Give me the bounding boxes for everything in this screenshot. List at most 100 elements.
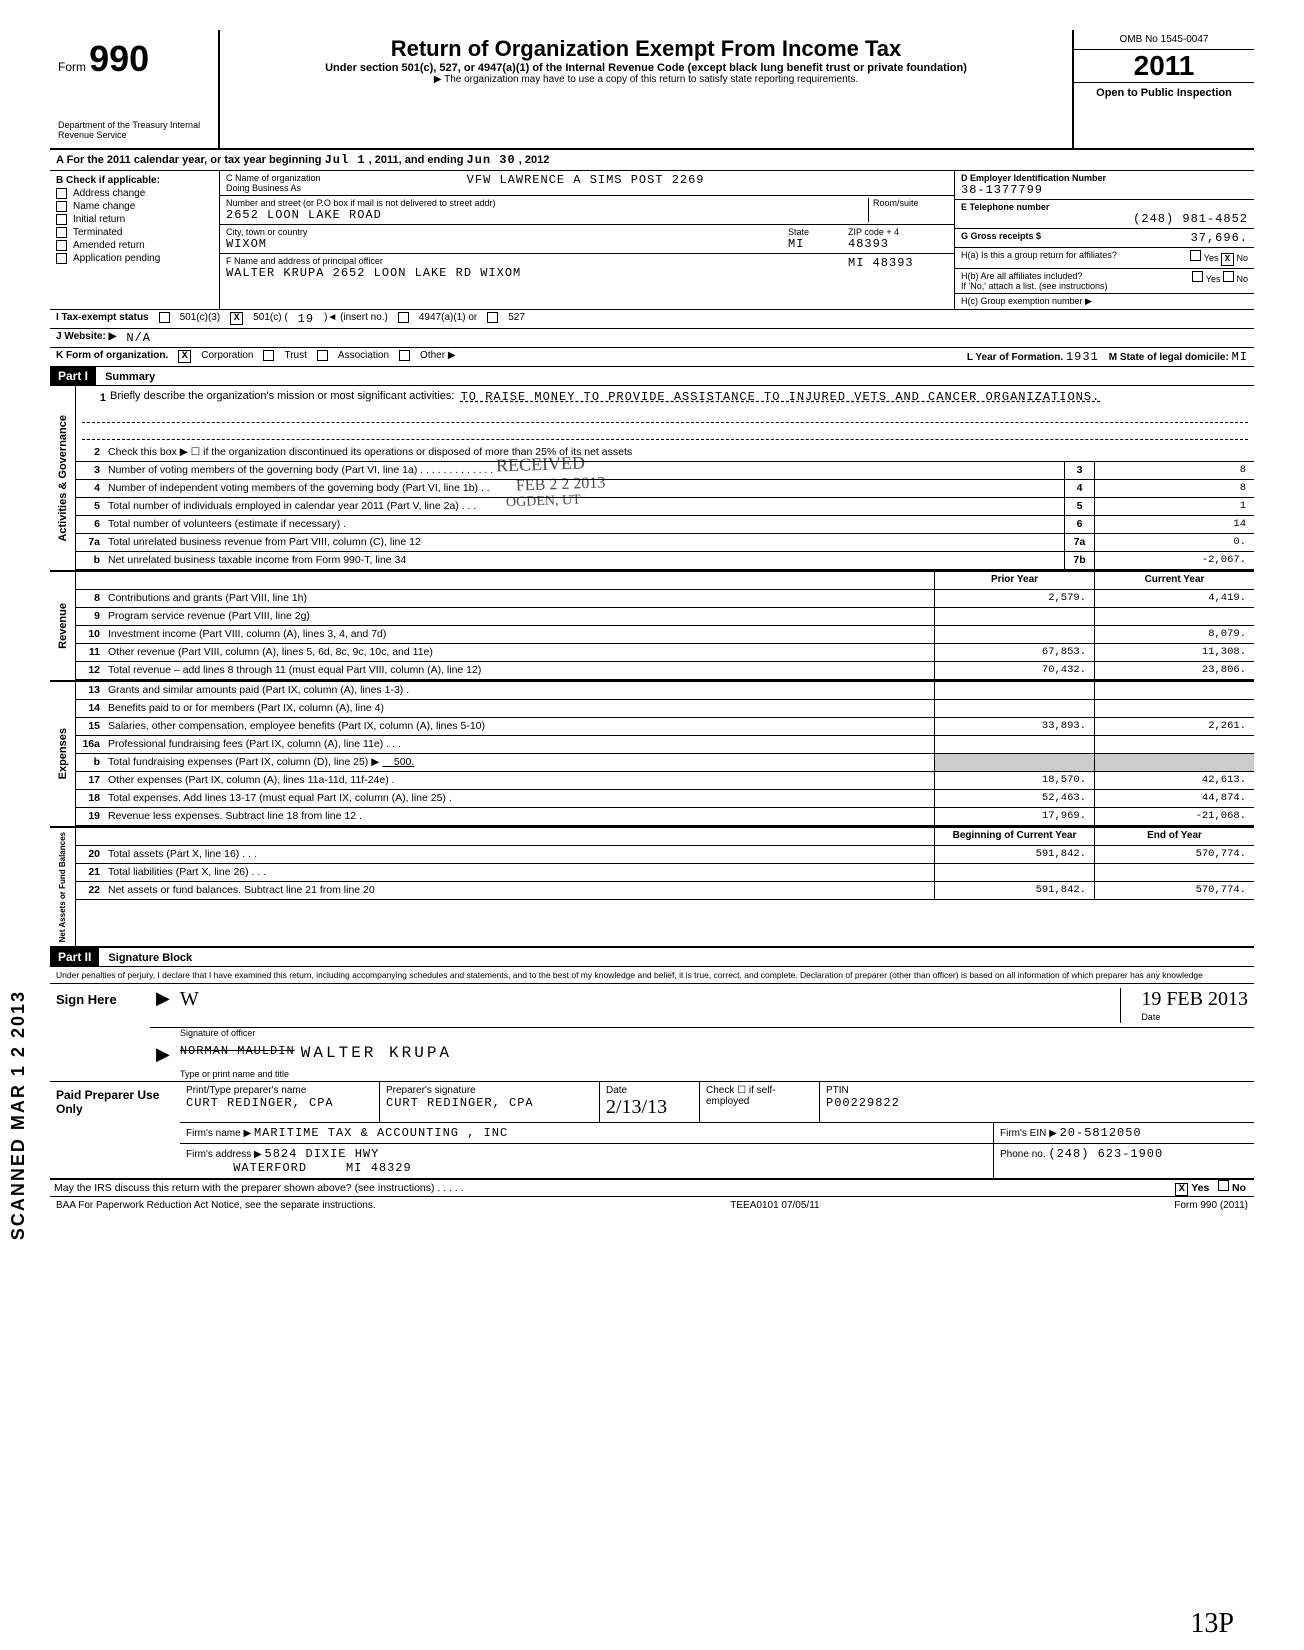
org-name: VFW LAWRENCE A SIMS POST 2269	[467, 173, 948, 193]
officer-state-zip: MI 48393	[848, 256, 948, 280]
col-b-checkboxes: B Check if applicable: Address changeNam…	[50, 171, 220, 309]
line2-checkbox: Check this box ▶ ☐ if the organization d…	[104, 444, 1254, 461]
form-header: Form 990 Department of the Treasury Inte…	[50, 30, 1254, 150]
eoy-header: End of Year	[1094, 828, 1254, 845]
received-stamp: RECEIVED	[496, 452, 586, 476]
end-month: Jun 30	[467, 153, 516, 167]
officer: WALTER KRUPA 2652 LOON LAKE RD WIXOM	[226, 266, 848, 280]
line-20: 20Total assets (Part X, line 16) . . .59…	[76, 846, 1254, 864]
line-9: 9Program service revenue (Part VIII, lin…	[76, 608, 1254, 626]
street: 2652 LOON LAKE ROAD	[226, 208, 868, 222]
form-word: Form	[58, 60, 86, 74]
line-5: 5Total number of individuals employed in…	[76, 498, 1254, 516]
omb-number: OMB No 1545-0047	[1074, 30, 1254, 50]
room-label: Room/suite	[868, 198, 948, 222]
state-domicile: MI	[1232, 350, 1248, 364]
line-6: 6Total number of volunteers (estimate if…	[76, 516, 1254, 534]
checkbox-initial-return[interactable]: Initial return	[56, 214, 213, 225]
state: MI	[788, 237, 804, 251]
firm-ein: 20-5812050	[1060, 1126, 1142, 1140]
line-22: 22Net assets or fund balances. Subtract …	[76, 882, 1254, 900]
checkbox-amended-return[interactable]: Amended return	[56, 240, 213, 251]
line-15: 15Salaries, other compensation, employee…	[76, 718, 1254, 736]
firm-addr2: WATERFORD	[233, 1161, 307, 1175]
line-17: 17Other expenses (Part IX, column (A), l…	[76, 772, 1254, 790]
zip: 48393	[848, 237, 889, 251]
ptin: P00229822	[826, 1096, 1248, 1110]
line-b: bTotal fundraising expenses (Part IX, co…	[76, 754, 1254, 772]
check-self-employed: Check ☐ if self-employed	[700, 1082, 820, 1122]
part2-title: Signature Block	[102, 950, 198, 966]
city-label: City, town or country	[226, 227, 788, 237]
expenses-label: Expenses	[57, 728, 69, 779]
officer-signature: W	[180, 988, 199, 1023]
website: N/A	[126, 331, 151, 345]
checkbox-address-change[interactable]: Address change	[56, 188, 213, 199]
501c-number: 19	[298, 312, 314, 326]
firm-name: MARITIME TAX & ACCOUNTING , INC	[254, 1126, 508, 1140]
row-k-form-org: K Form of organization. XCorporation Tru…	[50, 348, 1254, 367]
name-label: Type or print name and title	[150, 1069, 1254, 1081]
line-8: 8Contributions and grants (Part VIII, li…	[76, 590, 1254, 608]
main-title: Return of Organization Exempt From Incom…	[230, 36, 1062, 62]
prep-date: 2/13/13	[606, 1096, 693, 1119]
firm-state: MI	[346, 1161, 362, 1175]
addr-label: Number and street (or P.O box if mail is…	[226, 198, 868, 208]
footer-form: Form 990 (2011)	[1174, 1200, 1248, 1211]
part2-header: Part II	[50, 948, 99, 966]
revenue-label: Revenue	[57, 603, 69, 649]
officer-label: F Name and address of principal officer	[226, 256, 848, 266]
paid-preparer-label: Paid Preparer Use Only	[50, 1082, 180, 1178]
checkbox-application-pending[interactable]: Application pending	[56, 253, 213, 264]
hc-label: H(c) Group exemption number ▶	[955, 294, 1254, 309]
line-4: 4Number of independent voting members of…	[76, 480, 1254, 498]
stamp-ogden: OGDEN, UT	[506, 493, 581, 512]
line-13: 13Grants and similar amounts paid (Part …	[76, 682, 1254, 700]
ha-no-checked[interactable]: X	[1221, 253, 1234, 266]
checkbox-terminated[interactable]: Terminated	[56, 227, 213, 238]
scanned-stamp: SCANNED MAR 1 2 2013	[8, 990, 29, 1240]
telephone: (248) 981-4852	[961, 212, 1248, 226]
form-number: 990	[89, 38, 149, 79]
name-struck: NORMAN MAULDIN	[180, 1044, 295, 1065]
line-10: 10Investment income (Part VIII, column (…	[76, 626, 1254, 644]
prep-sig-label: Preparer's signature	[386, 1085, 593, 1096]
current-year-header: Current Year	[1094, 572, 1254, 589]
row-j-website: J Website: ▶ N/A	[50, 329, 1254, 348]
governance-label: Activities & Governance	[57, 415, 69, 542]
page-handwrite: 13P	[1190, 1608, 1234, 1640]
line-7a: 7aTotal unrelated business revenue from …	[76, 534, 1254, 552]
year-formation: 1931	[1066, 350, 1099, 364]
mission-label: Briefly describe the organization's miss…	[110, 390, 454, 406]
line-19: 19Revenue less expenses. Subtract line 1…	[76, 808, 1254, 826]
line-21: 21Total liabilities (Part X, line 26) . …	[76, 864, 1254, 882]
part1-title: Summary	[99, 369, 161, 385]
gross-label: G Gross receipts $	[961, 231, 1041, 245]
firm-zip: 48329	[371, 1161, 412, 1175]
prep-name-label: Print/Type preparer's name	[186, 1085, 373, 1096]
begin-date: Jul 1	[325, 153, 366, 167]
discuss-question: May the IRS discuss this return with the…	[50, 1180, 1134, 1196]
notice: ▶ The organization may have to use a cop…	[230, 74, 1062, 85]
dba-label: Doing Business As	[226, 183, 467, 193]
line-b: bNet unrelated business taxable income f…	[76, 552, 1254, 570]
sig-date: 19 FEB 2013	[1141, 988, 1248, 1010]
open-public: Open to Public Inspection	[1074, 83, 1254, 103]
discuss-yes-checked[interactable]: X	[1175, 1183, 1188, 1196]
line-14: 14Benefits paid to or for members (Part …	[76, 700, 1254, 718]
prior-year-header: Prior Year	[934, 572, 1094, 589]
part1-header: Part I	[50, 367, 96, 385]
tax-year: 2011	[1074, 50, 1254, 83]
dept-treasury: Department of the Treasury Internal Reve…	[58, 120, 210, 140]
row-a-tax-year: A For the 2011 calendar year, or tax yea…	[50, 150, 1254, 171]
firm-addr1: 5824 DIXIE HWY	[265, 1147, 380, 1161]
zip-label: ZIP code + 4	[848, 227, 899, 237]
footer-code: TEEA0101 07/05/11	[730, 1200, 819, 1211]
line-18: 18Total expenses. Add lines 13-17 (must …	[76, 790, 1254, 808]
org-name-label: C Name of organization	[226, 173, 467, 183]
state-label: State	[788, 227, 809, 237]
firm-phone: (248) 623-1900	[1048, 1147, 1163, 1161]
checkbox-name-change[interactable]: Name change	[56, 201, 213, 212]
sig-officer-label: Signature of officer	[150, 1028, 1254, 1040]
city: WIXOM	[226, 237, 788, 251]
